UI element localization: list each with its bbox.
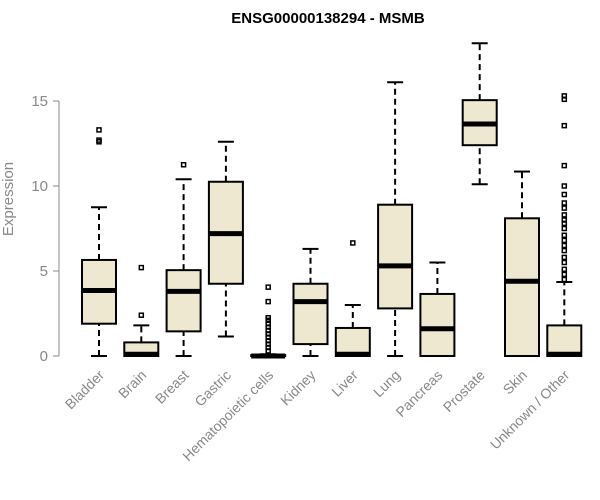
outlier-6-0 <box>350 240 356 246</box>
chart-title: ENSG00000138294 - MSMB <box>231 10 425 27</box>
x-label-11: Unknown / Other <box>487 367 573 453</box>
box-8 <box>419 292 456 358</box>
box-group-9 <box>461 42 498 186</box>
outlier-11-9 <box>561 225 568 232</box>
x-label-0: Bladder <box>62 367 108 413</box>
outlier-11-2 <box>561 266 568 273</box>
outlier-11-13 <box>561 205 568 211</box>
y-tick-label-1: 5 <box>40 263 48 280</box>
box-group-6 <box>334 240 371 358</box>
box-group-11 <box>546 93 583 357</box>
x-label-5: Kidney <box>277 367 319 409</box>
outlier-0-2 <box>96 127 102 133</box>
outlier-11-1 <box>561 271 568 278</box>
outlier-11-17 <box>561 162 568 169</box>
outlier-4-10 <box>265 315 271 321</box>
outlier-11-8 <box>561 232 568 239</box>
y-axis-label: Expression <box>0 162 17 236</box>
outlier-11-7 <box>561 237 568 244</box>
box-2 <box>165 269 202 333</box>
outlier-11-15 <box>561 191 568 198</box>
box-group-8 <box>419 261 456 358</box>
box-11 <box>546 324 583 357</box>
box-group-1 <box>123 264 160 357</box>
outlier-11-16 <box>561 183 568 189</box>
box-group-7 <box>377 81 414 357</box>
outlier-11-5 <box>561 247 568 254</box>
x-label-1: Brain <box>115 367 149 401</box>
outlier-11-18 <box>561 122 568 129</box>
y-tick-label-2: 10 <box>31 178 48 195</box>
outlier-4-11 <box>265 298 271 305</box>
x-label-6: Liver <box>328 367 361 400</box>
box-6 <box>334 326 371 358</box>
box-group-4 <box>250 284 287 359</box>
box-5 <box>292 282 329 346</box>
outlier-11-12 <box>561 212 568 218</box>
box-10 <box>504 217 540 357</box>
box-group-10 <box>504 170 540 357</box>
outlier-1-1 <box>138 264 145 271</box>
outlier-2-0 <box>180 162 187 168</box>
x-label-8: Pancreas <box>392 367 445 420</box>
boxes <box>81 42 583 359</box>
box-group-0 <box>81 127 117 357</box>
x-label-9: Prostate <box>440 367 488 415</box>
box-group-2 <box>165 162 202 357</box>
outlier-11-3 <box>561 259 568 266</box>
box-group-5 <box>292 247 329 357</box>
outlier-1-0 <box>138 312 145 318</box>
y-axis: 0 5 10 15 <box>31 93 60 365</box>
y-tick-label-3: 15 <box>31 93 48 110</box>
y-tick-label-0: 0 <box>40 348 48 365</box>
outlier-11-11 <box>561 217 568 223</box>
x-label-2: Breast <box>152 367 192 407</box>
outlier-4-12 <box>265 284 271 290</box>
box-7 <box>377 203 414 310</box>
outlier-11-0 <box>561 276 568 283</box>
outlier-11-6 <box>561 242 568 249</box>
outlier-0-1 <box>96 137 102 143</box>
outlier-11-20 <box>561 93 568 99</box>
outlier-11-4 <box>561 254 568 261</box>
x-label-7: Lung <box>370 367 403 400</box>
outlier-11-14 <box>561 200 568 206</box>
x-label-10: Skin <box>500 367 531 398</box>
box-group-3 <box>207 140 244 338</box>
